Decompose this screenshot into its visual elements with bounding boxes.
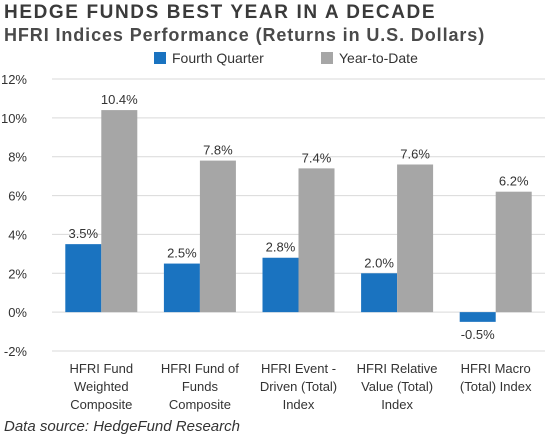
y-tick-label: 8%: [8, 150, 27, 165]
bar-fourth-quarter: [361, 273, 398, 313]
x-axis-category-labels: HFRI Fund Weighted Composite HFRI Fund of Fu…: [70, 361, 532, 412]
legend-swatch: [154, 52, 166, 64]
bar-chart: -2% 0% 2% 4% 6% 8% 10% 12% 3.5% 10.4% 2.5% 7.8% 2.8…: [1, 50, 545, 412]
y-tick-label: 4%: [8, 227, 27, 242]
x-category-label: HFRI Event -Driven (Total) Index: [260, 361, 337, 412]
y-tick-label: 10%: [1, 111, 27, 126]
legend: Fourth Quarter Year-to-Date: [154, 50, 418, 66]
legend-label: Year-to-Date: [339, 50, 418, 66]
data-label-fourth-quarter: 2.5%: [167, 246, 197, 261]
bars: [65, 110, 532, 322]
bar-fourth-quarter: [459, 312, 496, 322]
y-tick-label: 0%: [8, 305, 27, 320]
y-tick-label: 12%: [1, 72, 27, 87]
x-category-label: HFRI Fund Weighted Composite: [70, 361, 134, 412]
bar-year-to-date: [199, 160, 236, 313]
data-label-year-to-date: 7.8%: [203, 143, 233, 158]
data-label-year-to-date: 10.4%: [101, 92, 138, 107]
bar-fourth-quarter: [262, 257, 299, 313]
data-label-fourth-quarter: -0.5%: [461, 327, 495, 342]
data-label-year-to-date: 7.6%: [400, 146, 430, 161]
data-label-year-to-date: 7.4%: [302, 150, 332, 165]
chart-title: HEDGE FUNDS BEST YEAR IN A DECADE: [4, 2, 437, 23]
data-label-fourth-quarter: 2.0%: [364, 255, 394, 270]
chart-subtitle: HFRI Indices Performance (Returns in U.S…: [4, 25, 486, 45]
bar-year-to-date: [298, 168, 335, 313]
data-label-year-to-date: 6.2%: [499, 174, 529, 189]
y-axis-tick-labels: -2% 0% 2% 4% 6% 8% 10% 12%: [1, 72, 27, 359]
legend-swatch: [321, 52, 333, 64]
data-label-fourth-quarter: 2.8%: [266, 240, 296, 255]
y-tick-label: -2%: [4, 344, 28, 359]
bar-fourth-quarter: [163, 263, 200, 313]
data-source-note: Data source: HedgeFund Research: [4, 418, 240, 435]
bar-fourth-quarter: [65, 244, 102, 313]
legend-label: Fourth Quarter: [172, 50, 264, 66]
bar-year-to-date: [101, 110, 138, 313]
y-tick-label: 2%: [8, 266, 27, 281]
x-category-label: HFRI Relative Value (Total) Index: [357, 361, 438, 412]
data-label-fourth-quarter: 3.5%: [68, 226, 98, 241]
bar-year-to-date: [397, 164, 434, 313]
y-tick-label: 6%: [8, 189, 27, 204]
bar-year-to-date: [495, 191, 532, 313]
x-category-label: HFRI Macro (Total) Index: [460, 361, 532, 394]
x-category-label: HFRI Fund of Funds Composite: [161, 361, 239, 412]
data-labels: 3.5% 10.4% 2.5% 7.8% 2.8% 7.4% 2.0% 7.6% -0.5% 6.…: [68, 92, 528, 342]
